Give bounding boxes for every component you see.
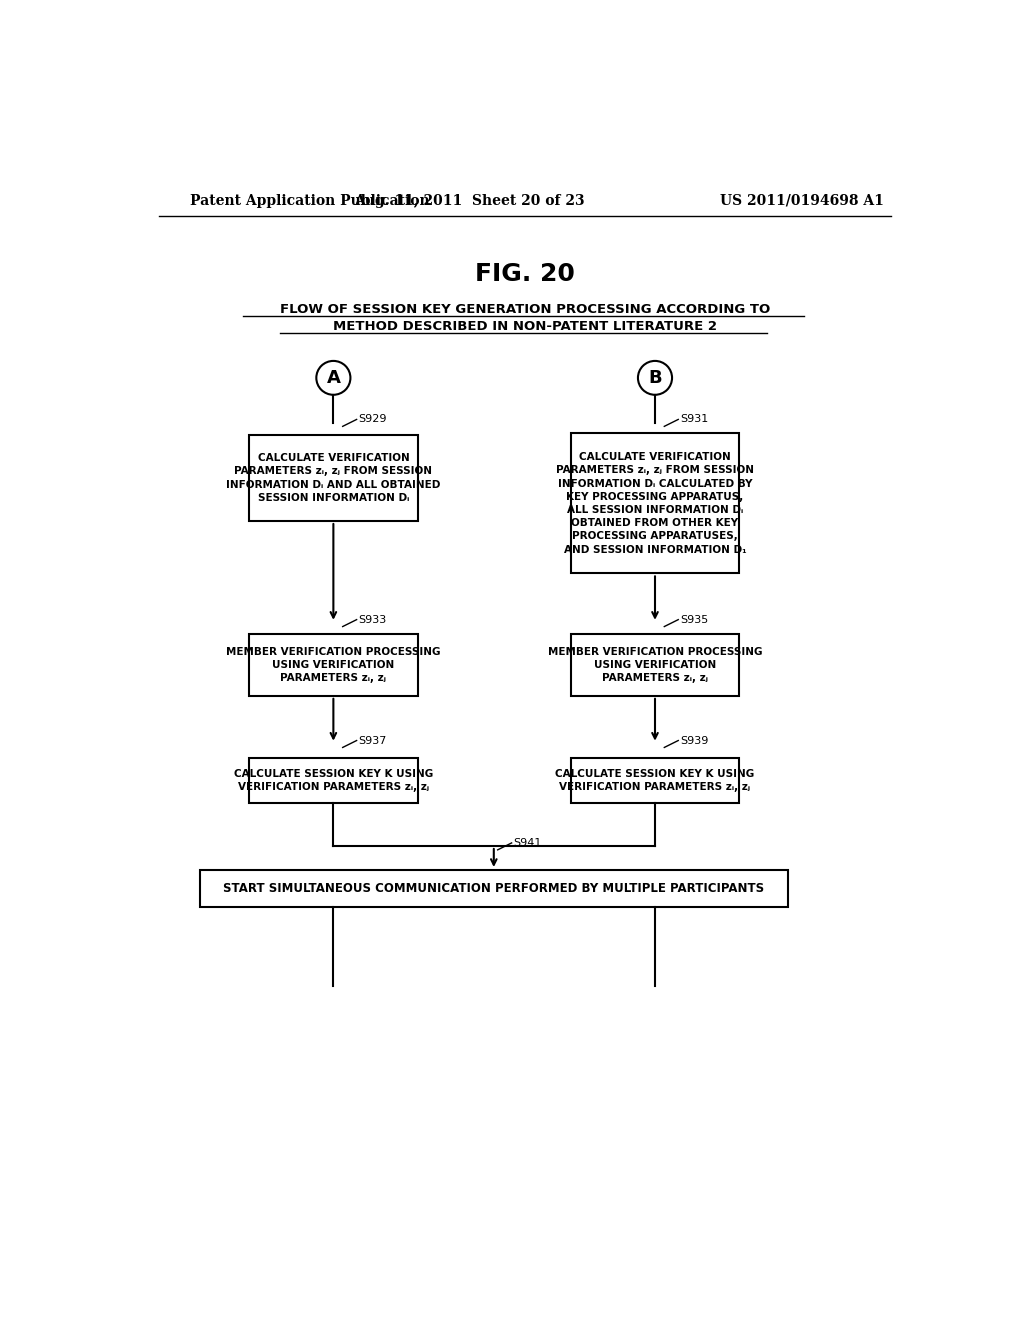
Bar [570, 758, 739, 803]
Text: S931: S931 [680, 414, 708, 425]
Text: START SIMULTANEOUS COMMUNICATION PERFORMED BY MULTIPLE PARTICIPANTS: START SIMULTANEOUS COMMUNICATION PERFORM… [223, 882, 764, 895]
Bar [249, 635, 418, 696]
Text: S933: S933 [358, 615, 386, 624]
Text: S937: S937 [358, 735, 386, 746]
Text: Aug. 11, 2011  Sheet 20 of 23: Aug. 11, 2011 Sheet 20 of 23 [353, 194, 585, 207]
Text: S935: S935 [680, 615, 708, 624]
Text: US 2011/0194698 A1: US 2011/0194698 A1 [720, 194, 884, 207]
Text: CALCULATE VERIFICATION
PARAMETERS zᵢ, zⱼ FROM SESSION
INFORMATION Dᵢ AND ALL OBT: CALCULATE VERIFICATION PARAMETERS zᵢ, zⱼ… [226, 453, 440, 503]
Bar [570, 635, 739, 696]
Text: B: B [648, 368, 662, 387]
Text: CALCULATE SESSION KEY K USING
VERIFICATION PARAMETERS zᵢ, zⱼ: CALCULATE SESSION KEY K USING VERIFICATI… [555, 770, 755, 792]
Text: FLOW OF SESSION KEY GENERATION PROCESSING ACCORDING TO: FLOW OF SESSION KEY GENERATION PROCESSIN… [280, 302, 770, 315]
Text: FIG. 20: FIG. 20 [475, 261, 574, 286]
Text: A: A [327, 368, 340, 387]
Text: CALCULATE VERIFICATION
PARAMETERS zᵢ, zⱼ FROM SESSION
INFORMATION Dᵢ CALCULATED : CALCULATE VERIFICATION PARAMETERS zᵢ, zⱼ… [556, 453, 754, 554]
Text: Patent Application Publication: Patent Application Publication [190, 194, 430, 207]
Text: MEMBER VERIFICATION PROCESSING
USING VERIFICATION
PARAMETERS zᵢ, zⱼ: MEMBER VERIFICATION PROCESSING USING VER… [226, 647, 440, 684]
Bar [249, 758, 418, 803]
Bar [200, 870, 787, 907]
Text: MEMBER VERIFICATION PROCESSING
USING VERIFICATION
PARAMETERS zᵢ, zⱼ: MEMBER VERIFICATION PROCESSING USING VER… [548, 647, 762, 684]
Text: S939: S939 [680, 735, 709, 746]
Bar [249, 434, 418, 521]
Text: S929: S929 [358, 414, 387, 425]
Text: METHOD DESCRIBED IN NON-PATENT LITERATURE 2: METHOD DESCRIBED IN NON-PATENT LITERATUR… [333, 319, 717, 333]
Text: CALCULATE SESSION KEY K USING
VERIFICATION PARAMETERS zᵢ, zⱼ: CALCULATE SESSION KEY K USING VERIFICATI… [233, 770, 433, 792]
Bar [570, 433, 739, 573]
Text: S941: S941 [513, 838, 542, 847]
